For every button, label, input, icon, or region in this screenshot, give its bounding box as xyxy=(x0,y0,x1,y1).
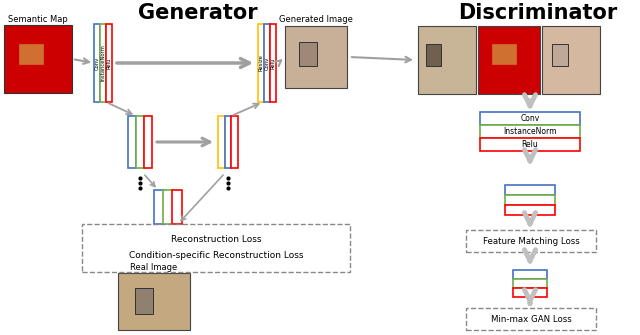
Bar xyxy=(94,24,100,102)
Bar xyxy=(144,116,152,168)
Text: Relu: Relu xyxy=(106,57,111,69)
Text: InstanceNorm: InstanceNorm xyxy=(100,45,106,81)
Bar xyxy=(118,273,190,330)
Bar xyxy=(418,26,476,94)
Bar xyxy=(106,24,112,102)
Text: Min-max GAN Loss: Min-max GAN Loss xyxy=(491,315,572,324)
Bar xyxy=(480,138,580,151)
Bar xyxy=(513,279,547,288)
Text: Discriminator: Discriminator xyxy=(458,3,618,23)
Text: Reconstruction Loss: Reconstruction Loss xyxy=(171,234,261,244)
Bar xyxy=(270,24,276,102)
Text: InstanceNorm: InstanceNorm xyxy=(503,127,557,136)
Bar xyxy=(480,125,580,138)
Bar xyxy=(505,185,555,195)
Bar xyxy=(480,112,580,125)
Text: Generated Image: Generated Image xyxy=(279,15,353,24)
Bar xyxy=(225,116,231,168)
Bar xyxy=(285,26,347,88)
Bar xyxy=(492,44,516,64)
Bar xyxy=(542,26,600,94)
Text: Relu: Relu xyxy=(522,140,538,149)
Text: Relu: Relu xyxy=(271,57,275,69)
Bar xyxy=(478,26,540,94)
Text: Generator: Generator xyxy=(138,3,258,23)
Bar xyxy=(426,44,441,66)
Bar xyxy=(513,288,547,297)
Bar xyxy=(100,24,106,102)
Text: Condition-specific Reconstruction Loss: Condition-specific Reconstruction Loss xyxy=(129,251,303,260)
Text: Resize: Resize xyxy=(259,55,264,71)
Bar xyxy=(218,116,225,168)
Bar xyxy=(19,44,43,64)
Text: Conv: Conv xyxy=(95,56,99,70)
Text: Semantic Map: Semantic Map xyxy=(8,15,68,24)
Bar xyxy=(258,24,264,102)
Bar xyxy=(299,42,317,66)
Bar xyxy=(136,116,144,168)
Bar xyxy=(4,25,72,93)
Bar xyxy=(128,116,136,168)
Bar xyxy=(264,24,270,102)
Text: Real Image: Real Image xyxy=(131,263,178,271)
Bar xyxy=(231,116,238,168)
Bar xyxy=(505,195,555,205)
Text: Conv: Conv xyxy=(520,114,540,123)
Bar xyxy=(552,44,568,66)
Text: Conv: Conv xyxy=(264,56,269,70)
Bar xyxy=(505,205,555,215)
Text: Feature Matching Loss: Feature Matching Loss xyxy=(483,237,579,246)
Bar xyxy=(163,190,173,224)
Bar xyxy=(135,288,153,314)
Bar xyxy=(513,270,547,279)
Bar xyxy=(172,190,182,224)
Bar xyxy=(154,190,164,224)
